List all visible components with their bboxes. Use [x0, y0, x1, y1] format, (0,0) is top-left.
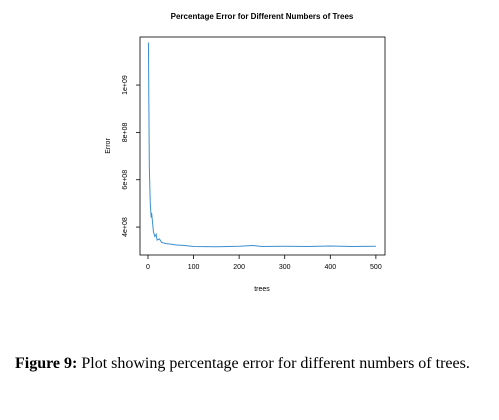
x-tick-label: 400 [324, 264, 336, 271]
caption-label: Figure 9: [15, 355, 78, 372]
y-tick-label: 8e+08 [122, 122, 129, 142]
caption: Figure 9: Plot showing percentage error … [15, 354, 491, 374]
x-tick-label: 0 [146, 264, 150, 271]
x-axis-label: trees [254, 286, 270, 293]
caption-text: Plot showing percentage error for differ… [81, 355, 470, 372]
y-tick-label: 6e+08 [122, 170, 129, 190]
chart-title: Percentage Error for Different Numbers o… [171, 12, 354, 21]
y-tick-label: 4e+08 [122, 217, 129, 237]
x-tick-label: 500 [370, 264, 382, 271]
x-tick-label: 200 [233, 264, 245, 271]
x-tick-label: 100 [188, 264, 200, 271]
plot-frame [139, 36, 386, 256]
y-tick-label: 1e+09 [122, 75, 129, 95]
data-line [147, 42, 376, 248]
y-axis-label: Error [105, 138, 112, 154]
chart: Percentage Error for Different Numbers o… [105, 12, 386, 293]
x-tick-label: 300 [279, 264, 291, 271]
